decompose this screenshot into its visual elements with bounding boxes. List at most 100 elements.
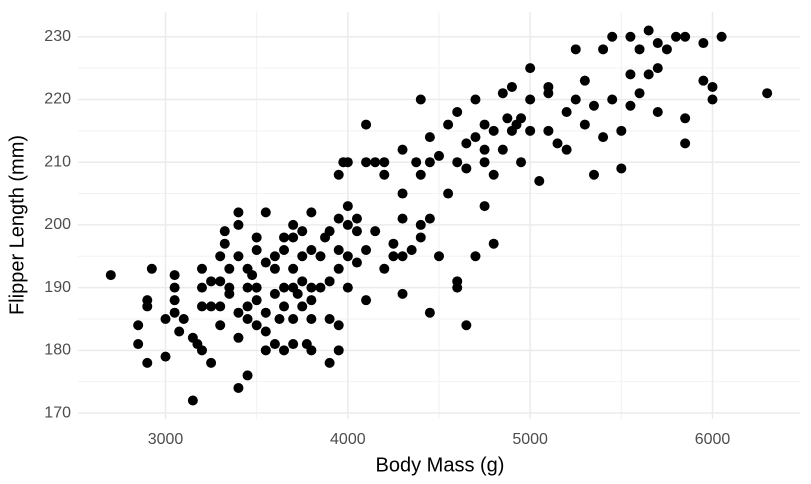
- point: [333, 169, 344, 180]
- point: [570, 44, 581, 55]
- point: [306, 313, 317, 324]
- point: [497, 88, 508, 99]
- point: [288, 339, 299, 350]
- point: [251, 295, 262, 306]
- point: [297, 226, 308, 237]
- point: [424, 213, 435, 224]
- point: [707, 94, 718, 105]
- point: [351, 257, 362, 268]
- point: [506, 81, 517, 92]
- point: [488, 125, 499, 136]
- point: [342, 282, 353, 293]
- point: [470, 132, 481, 143]
- point: [269, 251, 280, 262]
- point: [397, 188, 408, 199]
- point: [233, 207, 244, 218]
- point: [274, 313, 285, 324]
- point: [424, 307, 435, 318]
- point: [169, 295, 180, 306]
- point: [233, 307, 244, 318]
- point: [470, 251, 481, 262]
- point: [279, 244, 290, 255]
- point: [233, 332, 244, 343]
- point: [269, 263, 280, 274]
- point: [424, 157, 435, 168]
- point: [260, 207, 271, 218]
- point: [443, 188, 454, 199]
- point: [443, 119, 454, 130]
- point: [607, 31, 618, 42]
- y-tick-label: 230: [44, 28, 71, 45]
- point: [233, 382, 244, 393]
- point: [342, 157, 353, 168]
- y-tick-label: 220: [44, 91, 71, 108]
- point: [324, 276, 335, 287]
- point: [379, 157, 390, 168]
- point: [415, 219, 426, 230]
- point: [643, 69, 654, 80]
- point: [333, 213, 344, 224]
- point: [470, 94, 481, 105]
- point: [698, 38, 709, 49]
- point: [680, 113, 691, 124]
- point: [260, 345, 271, 356]
- point: [206, 301, 217, 312]
- point: [306, 345, 317, 356]
- y-tick-label: 180: [44, 342, 71, 359]
- point: [297, 251, 308, 262]
- point: [288, 313, 299, 324]
- point: [169, 270, 180, 281]
- point: [707, 81, 718, 92]
- point: [187, 395, 198, 406]
- x-tick-label: 5000: [512, 431, 548, 448]
- point: [251, 244, 262, 255]
- point: [652, 63, 663, 74]
- point: [251, 282, 262, 293]
- point: [625, 100, 636, 111]
- point: [671, 31, 682, 42]
- point: [516, 157, 527, 168]
- point: [251, 232, 262, 243]
- point: [233, 251, 244, 262]
- point: [260, 326, 271, 337]
- point: [698, 75, 709, 86]
- point: [434, 150, 444, 161]
- point: [762, 88, 773, 99]
- point: [616, 163, 627, 174]
- point: [479, 144, 490, 155]
- point: [361, 295, 372, 306]
- point: [424, 132, 435, 143]
- point: [315, 282, 326, 293]
- x-tick-label: 3000: [148, 431, 184, 448]
- point: [361, 119, 372, 130]
- point: [306, 207, 317, 218]
- point: [397, 251, 408, 262]
- point: [579, 75, 590, 86]
- point: [661, 44, 672, 55]
- point: [206, 276, 217, 287]
- x-tick-label: 6000: [695, 431, 731, 448]
- point: [324, 313, 335, 324]
- point: [297, 301, 308, 312]
- point: [279, 301, 290, 312]
- point: [242, 370, 253, 381]
- point: [479, 119, 490, 130]
- point: [324, 226, 335, 237]
- point: [388, 238, 399, 249]
- point: [479, 157, 490, 168]
- point: [634, 44, 645, 55]
- point: [434, 251, 444, 262]
- point: [279, 345, 290, 356]
- point: [206, 357, 217, 368]
- point: [133, 339, 144, 350]
- point: [406, 244, 417, 255]
- point: [598, 44, 609, 55]
- point: [146, 263, 157, 274]
- point: [269, 339, 280, 350]
- point: [260, 257, 271, 268]
- point: [616, 125, 627, 136]
- point: [288, 263, 299, 274]
- point: [142, 295, 153, 306]
- point: [543, 81, 554, 92]
- point: [169, 282, 180, 293]
